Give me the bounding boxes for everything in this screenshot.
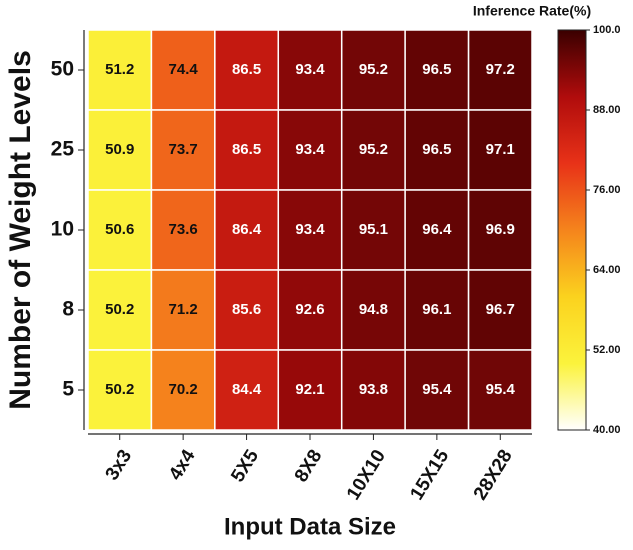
colorbar-tick-label: 76.00	[593, 184, 621, 196]
heatmap-cell	[467, 269, 533, 351]
heatmap-cell	[467, 189, 533, 271]
cell-label: 73.7	[169, 141, 198, 158]
cell-label: 85.6	[232, 301, 261, 318]
x-tick-label: 8X8	[291, 446, 327, 486]
cell-label: 96.5	[422, 61, 451, 78]
heatmap-cell	[340, 109, 406, 191]
cell-label: 97.2	[486, 61, 515, 78]
cell-label: 73.6	[169, 221, 198, 238]
cell-label: 92.1	[295, 381, 324, 398]
heatmap-cell	[277, 189, 343, 271]
heatmap-cell	[214, 29, 280, 111]
cell-label: 97.1	[486, 141, 515, 158]
heatmap-cell	[87, 349, 153, 431]
x-tick-label: 5X5	[227, 446, 263, 486]
colorbar-tick-label: 64.00	[593, 264, 621, 276]
colorbar-label: Inference Rate(%)	[473, 3, 591, 19]
cell-label: 93.8	[359, 381, 388, 398]
cell-label: 70.2	[169, 381, 198, 398]
heatmap-cell	[87, 29, 153, 111]
cell-label: 95.4	[422, 381, 452, 398]
cell-label: 71.2	[169, 301, 198, 318]
heatmap-cell	[404, 29, 470, 111]
colorbar-tick-label: 88.00	[593, 104, 621, 116]
heatmap-cell	[87, 109, 153, 191]
cell-label: 50.9	[105, 141, 134, 158]
x-tick-label: 10X10	[343, 446, 390, 504]
cell-label: 96.9	[486, 221, 515, 238]
heatmap-cell	[404, 189, 470, 271]
cell-label: 95.2	[359, 141, 388, 158]
colorbar-tick-label: 52.00	[593, 344, 621, 356]
cell-label: 96.1	[422, 301, 451, 318]
heatmap-cell	[467, 349, 533, 431]
heatmap-cell	[214, 349, 280, 431]
heatmap-cell	[150, 29, 216, 111]
cell-label: 96.5	[422, 141, 451, 158]
x-axis-label: Input Data Size	[224, 513, 396, 540]
y-tick-label: 8	[62, 298, 74, 321]
cell-label: 86.5	[232, 61, 261, 78]
heatmap-cell	[150, 189, 216, 271]
y-tick-label: 10	[51, 218, 74, 241]
cell-label: 92.6	[295, 301, 324, 318]
x-tick-label: 15X15	[406, 446, 453, 504]
heatmap-cell	[404, 269, 470, 351]
heatmap-cell	[214, 109, 280, 191]
heatmap-cell	[340, 189, 406, 271]
x-tick-label: 28X28	[470, 446, 517, 504]
colorbar-tick-label: 40.00	[593, 424, 621, 436]
cell-label: 50.2	[105, 301, 134, 318]
cell-label: 96.4	[422, 221, 452, 238]
cell-label: 93.4	[295, 141, 325, 158]
heatmap-cell	[87, 269, 153, 351]
cell-label: 86.5	[232, 141, 261, 158]
cell-label: 93.4	[295, 221, 325, 238]
cell-label: 50.2	[105, 381, 134, 398]
colorbar	[557, 29, 587, 431]
heatmap-cell	[150, 269, 216, 351]
cell-label: 86.4	[232, 221, 262, 238]
cell-label: 94.8	[359, 301, 388, 318]
cell-label: 74.4	[169, 61, 199, 78]
colorbar-tick-label: 100.0	[593, 24, 621, 36]
heatmap-cell	[214, 189, 280, 271]
cell-label: 96.7	[486, 301, 515, 318]
heatmap-cell	[404, 349, 470, 431]
y-tick-label: 50	[51, 58, 74, 81]
cell-label: 93.4	[295, 61, 325, 78]
cell-label: 84.4	[232, 381, 262, 398]
heatmap-cell	[467, 109, 533, 191]
y-tick-label: 5	[62, 378, 74, 401]
cell-label: 95.4	[486, 381, 516, 398]
cell-label: 51.2	[105, 61, 134, 78]
x-tick-label: 4x4	[165, 446, 200, 484]
x-tick-label: 3x3	[102, 446, 137, 484]
cell-label: 50.6	[105, 221, 134, 238]
cell-label: 95.2	[359, 61, 388, 78]
cell-label: 95.1	[359, 221, 388, 238]
y-axis-label: Number of Weight Levels	[4, 50, 37, 410]
y-tick-label: 25	[51, 138, 75, 161]
